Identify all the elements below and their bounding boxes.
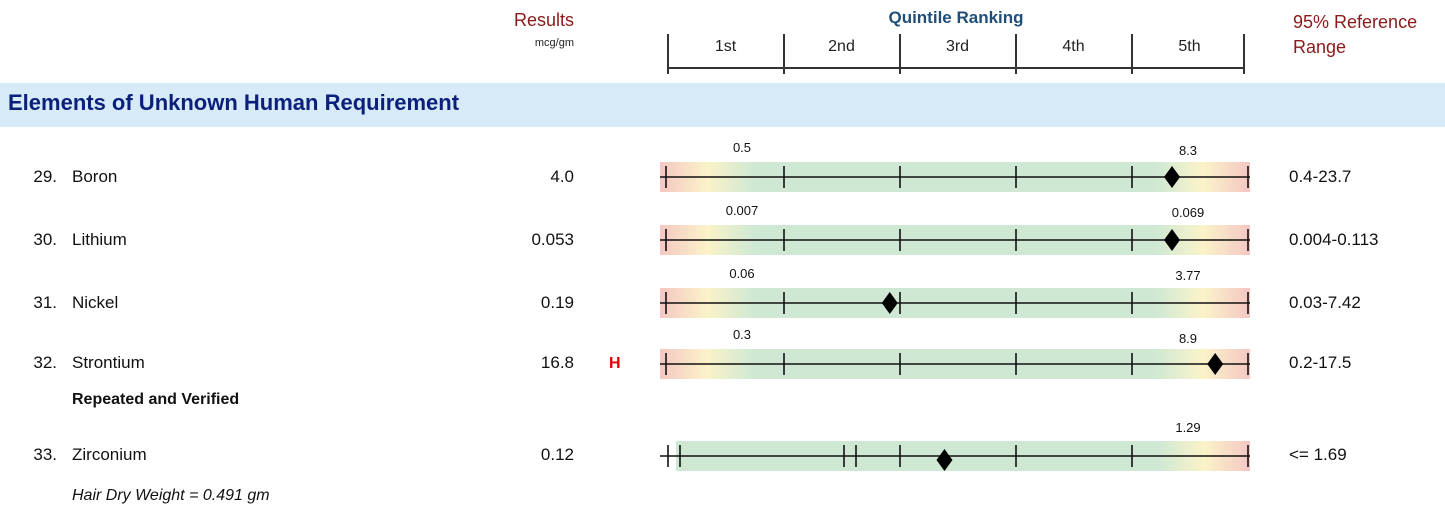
reference-range-header: 95% Reference Range <box>1293 10 1417 60</box>
row-number: 29. <box>33 167 57 186</box>
quintile-header-scale <box>667 34 1245 74</box>
section-bar <box>0 83 1445 127</box>
row-number: 32. <box>33 353 57 372</box>
row-element-name: Lithium <box>72 230 127 249</box>
row-low-label: 0.007 <box>725 203 759 218</box>
row-low-label: 0.5 <box>732 140 752 155</box>
row-element-name: Boron <box>72 167 118 186</box>
results-unit: mcg/gm <box>534 37 574 49</box>
quintile-label-5: 5th <box>1178 38 1201 55</box>
quintile-label-4: 4th <box>1062 38 1085 55</box>
row-reference-range: 0.4-23.7 <box>1289 167 1352 186</box>
row-result-value: 4.0 <box>550 167 574 186</box>
row-reference-range: 0.004-0.113 <box>1289 230 1379 249</box>
row-result-value: 0.053 <box>531 230 574 249</box>
results-header: Results <box>513 10 574 30</box>
row-result-value: 0.19 <box>540 293 574 312</box>
row-result-marker <box>881 292 898 314</box>
row-reference-range: 0.03-7.42 <box>1289 293 1361 312</box>
hair-dry-weight-footer: Hair Dry Weight = 0.491 gm <box>72 487 270 504</box>
row-high-label: 0.069 <box>1171 205 1205 220</box>
row-number: 33. <box>33 445 57 464</box>
row-result-value: 0.12 <box>540 445 574 464</box>
row-result-marker <box>1164 166 1180 188</box>
row-element-name: Strontium <box>72 353 145 372</box>
repeated-verified-note: Repeated and Verified <box>72 391 240 408</box>
row-reference-range: 0.2-17.5 <box>1289 353 1352 372</box>
row-element-name: Zirconium <box>72 445 147 464</box>
row-low-label: 0.3 <box>732 327 752 342</box>
row-element-name: Nickel <box>72 293 119 312</box>
row-high-label: 8.3 <box>1178 143 1198 158</box>
row-result-marker <box>1164 229 1180 251</box>
quintile-ranking-title: Quintile Ranking <box>888 8 1024 27</box>
row-result-value: 16.8 <box>540 353 574 372</box>
row-high-label: 3.77 <box>1175 268 1201 283</box>
quintile-label-2: 2nd <box>828 38 855 55</box>
quintile-label-3: 3rd <box>945 38 970 55</box>
row-high-label: 8.9 <box>1178 331 1198 346</box>
row-high-label: 1.29 <box>1175 420 1201 435</box>
row-result-marker <box>936 449 953 471</box>
row-reference-range: <= 1.69 <box>1289 445 1347 464</box>
quintile-label-1: 1st <box>714 38 737 55</box>
row-result-marker <box>1207 353 1224 375</box>
row-number: 30. <box>33 230 57 249</box>
row-flag-high: H <box>609 355 621 372</box>
section-title: Elements of Unknown Human Requirement <box>8 90 460 115</box>
row-low-label: 0.06 <box>729 266 755 281</box>
reference-range-header-line1: 95% Reference <box>1293 12 1418 32</box>
row-number: 31. <box>33 293 57 312</box>
reference-range-header-line2: Range <box>1293 37 1347 57</box>
